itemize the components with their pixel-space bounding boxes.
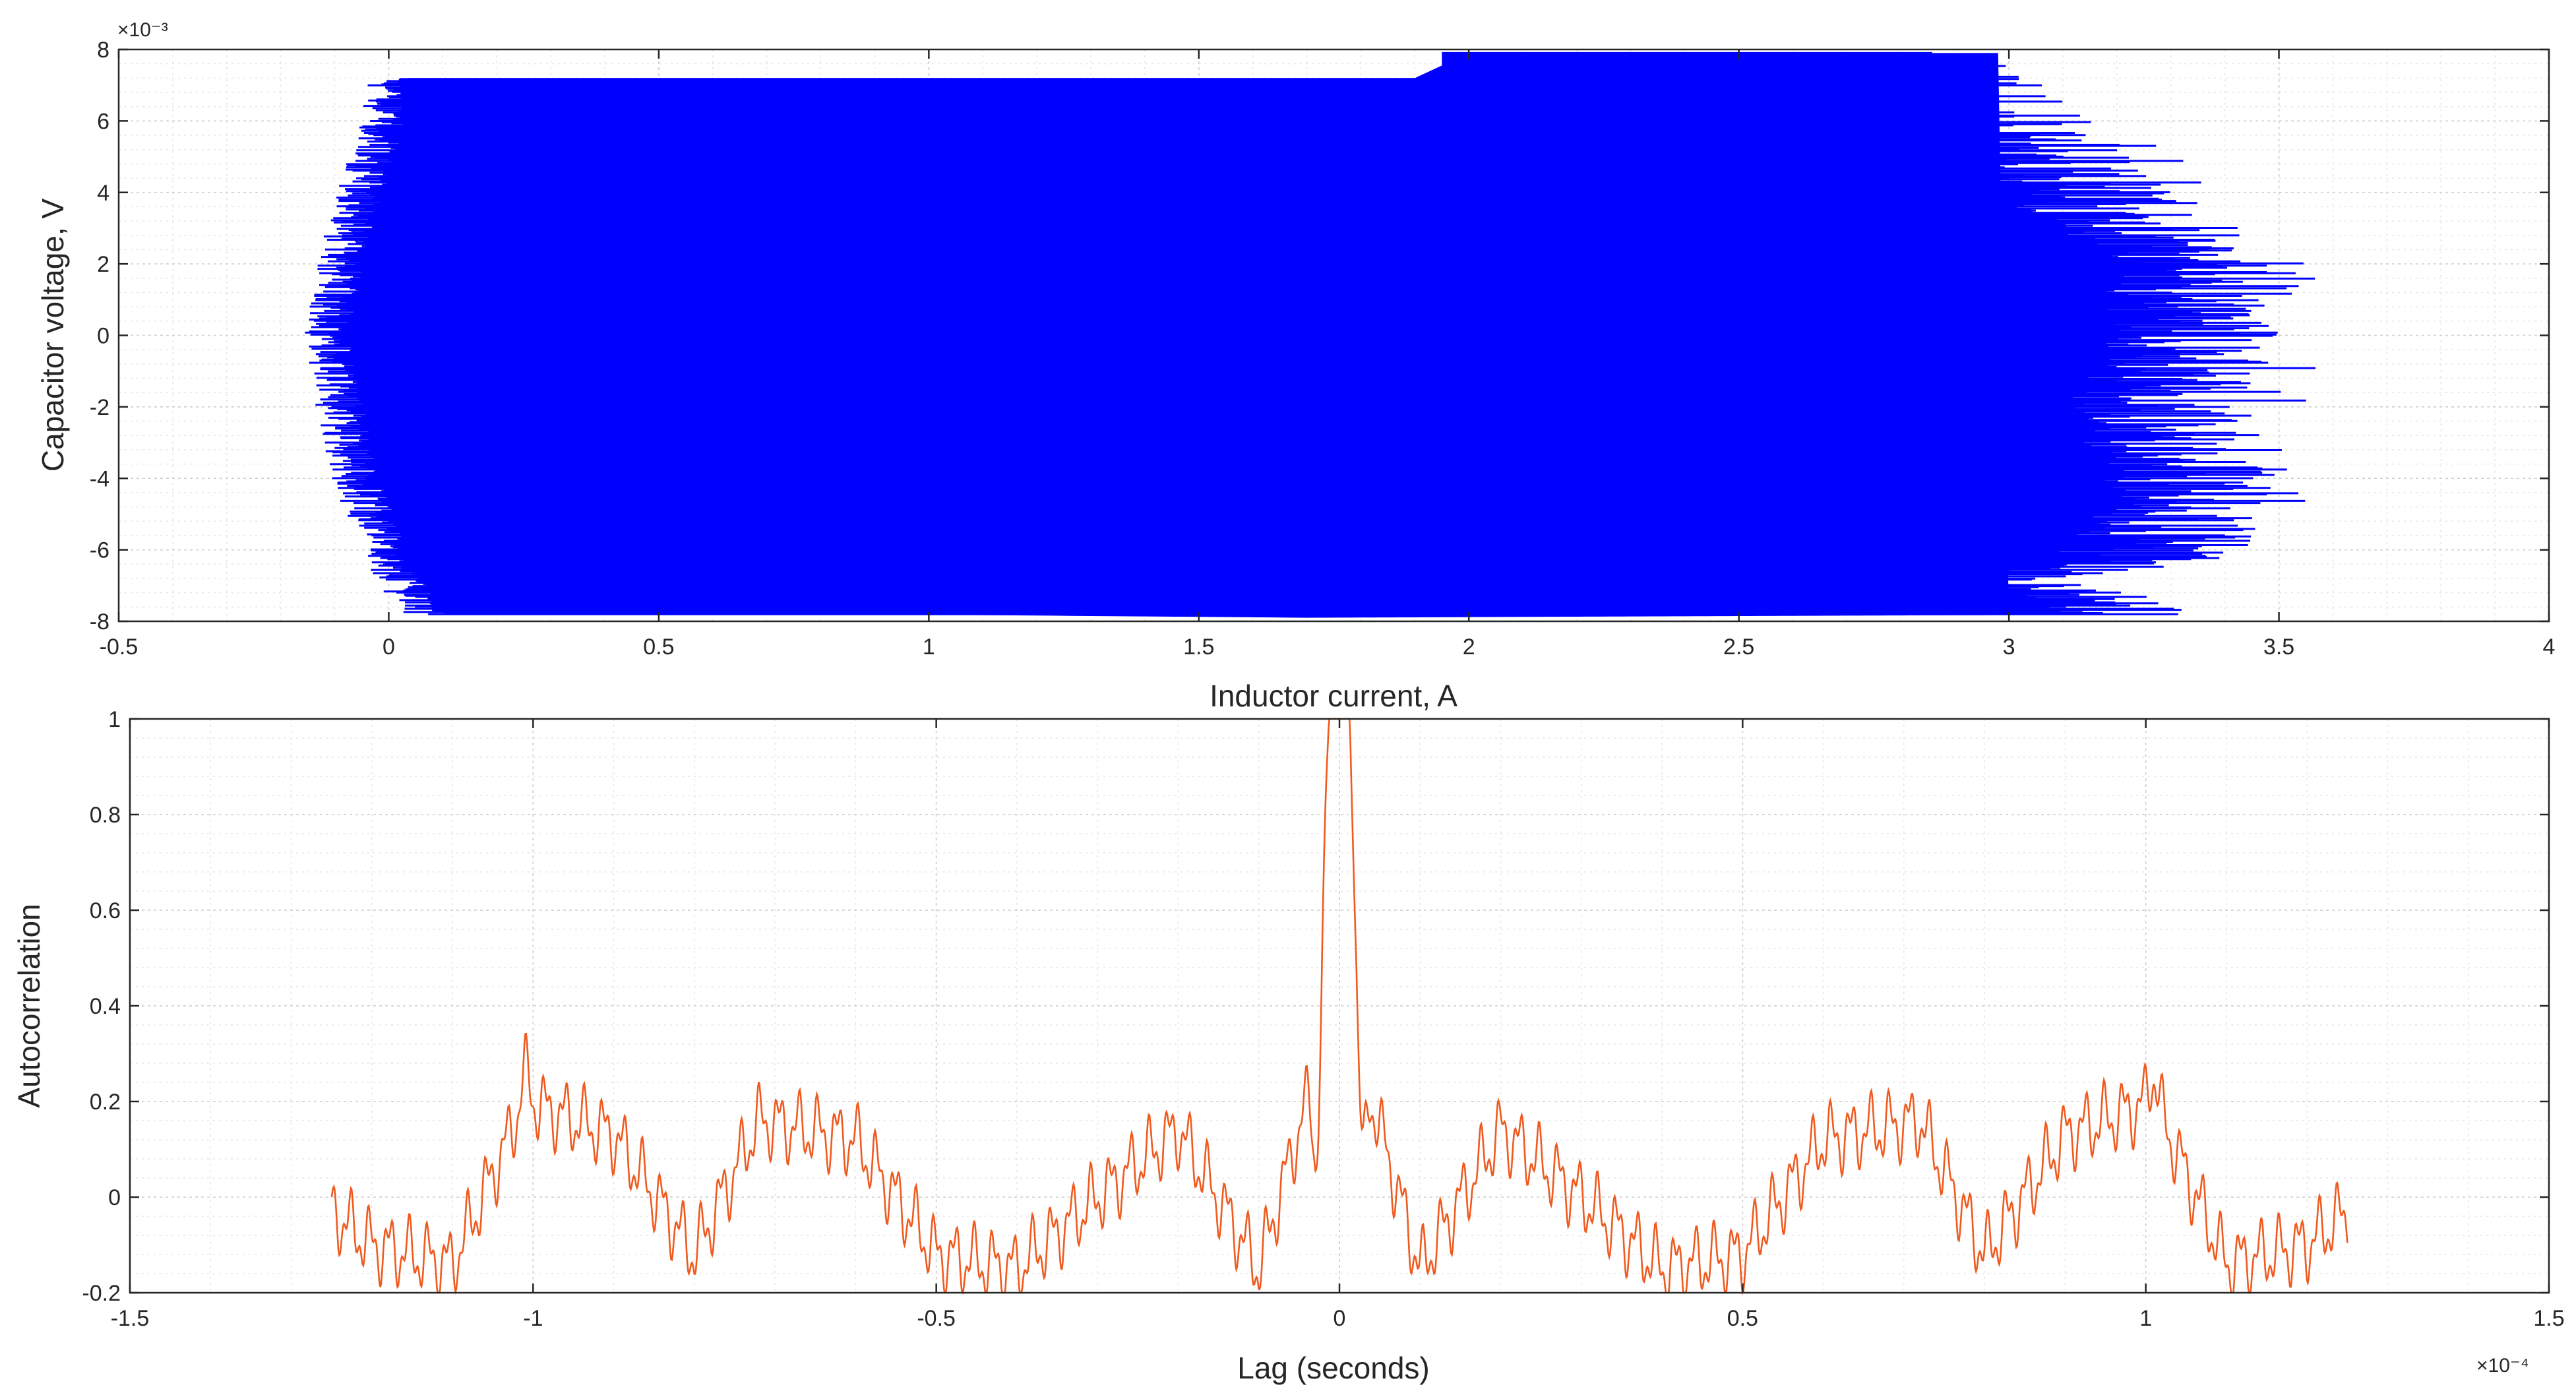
autocorrelation-grid xyxy=(129,718,2550,1293)
phase-x-tick-label: 4 xyxy=(2543,635,2556,660)
phase-x-tick-label: 0 xyxy=(383,635,395,660)
autocorrelation-y-tick-label: 1 xyxy=(108,707,121,732)
autocorrelation-y-tick-label: -0.2 xyxy=(82,1281,121,1306)
autocorrelation-x-tick-label: 0.5 xyxy=(1727,1306,1758,1331)
phase-x-tick-label: -0.5 xyxy=(100,635,138,660)
autocorrelation-axes: -1.5 -1 -0.5 0 0.5 1 1.5 -0.2 0 0.2 0.4 0.6 0.8 1 Lag… xyxy=(12,707,2565,1385)
phase-y-tick-label: -6 xyxy=(90,538,109,563)
autocorrelation-y-tick-label: 0 xyxy=(108,1185,121,1210)
autocorrelation-y-tick-label: 0.8 xyxy=(90,803,121,828)
phase-ticks: -0.5 0 0.5 1 1.5 2 2.5 3 3.5 4 -8 -6 -4 -2 0 2 4 6 8 xyxy=(90,38,2556,660)
phase-y-tick-label: 6 xyxy=(97,109,109,134)
autocorrelation-y-tick-label: 0.6 xyxy=(90,898,121,923)
phase-trajectory-strokes xyxy=(305,51,2316,615)
autocorrelation-y-axis-label: Autocorrelation xyxy=(12,904,46,1107)
phase-y-tick-label: 0 xyxy=(97,324,109,349)
phase-x-tick-label: 1 xyxy=(923,635,935,660)
phase-x-tick-label: 2 xyxy=(1463,635,1475,660)
autocorrelation-y-tick-label: 0.4 xyxy=(90,994,121,1019)
autocorrelation-x-tick-label: 1.5 xyxy=(2533,1306,2564,1331)
autocorrelation-x-tick-label: 0 xyxy=(1334,1306,1346,1331)
phase-y-tick-label: 2 xyxy=(97,252,109,277)
phase-y-exponent: ×10⁻³ xyxy=(117,19,168,41)
phase-y-tick-label: -2 xyxy=(90,395,109,420)
phase-x-axis-label: Inductor current, A xyxy=(1210,679,1457,713)
autocorrelation-x-tick-label: -1 xyxy=(523,1306,543,1331)
phase-x-tick-label: 1.5 xyxy=(1183,635,1214,660)
autocorrelation-x-tick-label: -1.5 xyxy=(111,1306,150,1331)
phase-x-tick-label: 3.5 xyxy=(2263,635,2294,660)
autocorrelation-x-axis-label: Lag (seconds) xyxy=(1237,1351,1430,1385)
phase-portrait-axes: -0.5 0 0.5 1 1.5 2 2.5 3 3.5 4 -8 -6 -4 -2 0 2 4 6 8 Induc… xyxy=(36,19,2555,713)
phase-y-tick-label: -4 xyxy=(90,466,109,491)
autocorrelation-ticks: -1.5 -1 -0.5 0 0.5 1 1.5 -0.2 0 0.2 0.4 0.6 0.8 1 xyxy=(82,707,2564,1331)
phase-y-tick-label: 8 xyxy=(97,38,109,63)
phase-x-tick-label: 0.5 xyxy=(643,635,674,660)
phase-y-tick-label: -8 xyxy=(90,609,109,635)
phase-x-tick-label: 3 xyxy=(2003,635,2015,660)
autocorrelation-y-tick-label: 0.2 xyxy=(90,1090,121,1115)
phase-trajectory xyxy=(305,51,2316,618)
autocorrelation-x-tick-label: -0.5 xyxy=(917,1306,956,1331)
phase-y-tick-label: 4 xyxy=(97,181,109,206)
phase-y-axis-label: Capacitor voltage, V xyxy=(36,199,70,472)
phase-x-tick-label: 2.5 xyxy=(1723,635,1754,660)
autocorrelation-x-exponent: ×10⁻⁴ xyxy=(2476,1355,2529,1377)
autocorrelation-x-tick-label: 1 xyxy=(2139,1306,2152,1331)
